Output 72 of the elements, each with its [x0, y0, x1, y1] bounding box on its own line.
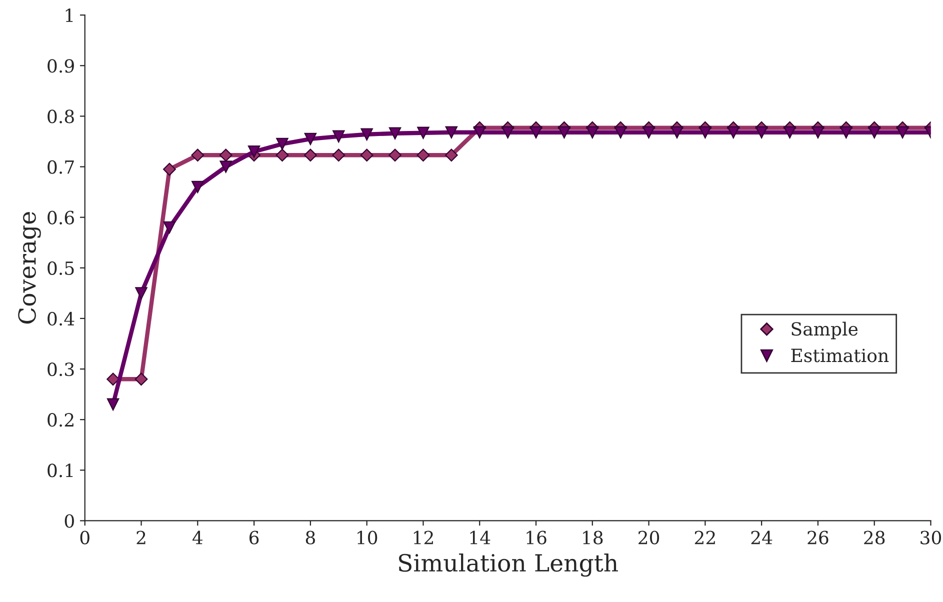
legend-label: Estimation: [791, 348, 889, 362]
point: [276, 138, 288, 150]
point: [444, 148, 458, 162]
x-tick-label: 26: [808, 530, 828, 544]
y-tick-label: 0: [64, 514, 74, 528]
y-tick-label: 0.4: [48, 312, 74, 326]
point: [134, 372, 148, 386]
point: [248, 145, 260, 158]
point: [755, 126, 768, 138]
point: [276, 148, 289, 162]
y-axis-title: Coverage: [18, 212, 41, 324]
x-tick-label: 2: [136, 530, 146, 544]
y-tick-label: 0.1: [48, 464, 73, 478]
x-tick-label: 20: [638, 530, 660, 544]
y-tick-label: 0.2: [48, 413, 74, 427]
point: [416, 148, 430, 162]
point: [558, 126, 570, 138]
point: [896, 126, 909, 138]
point: [163, 221, 176, 234]
point: [106, 372, 120, 386]
x-tick-label: 24: [751, 530, 772, 544]
point: [474, 126, 486, 138]
point: [360, 148, 374, 162]
point: [388, 127, 402, 140]
point: [868, 126, 880, 138]
point: [784, 126, 796, 138]
x-tick-label: 16: [526, 530, 546, 544]
point: [727, 126, 740, 138]
x-tick-label: 6: [250, 530, 259, 544]
point: [502, 126, 514, 138]
point: [417, 126, 430, 139]
y-tick-label: 0.3: [48, 362, 74, 376]
y-tick-label: 0.6: [48, 210, 74, 224]
x-tick-label: 4: [192, 530, 202, 544]
point: [388, 148, 402, 162]
point: [191, 148, 204, 162]
point: [670, 126, 684, 138]
point: [332, 148, 346, 162]
x-axis-title: Simulation Length: [398, 553, 618, 577]
point: [163, 162, 176, 176]
x-tick-label: 14: [470, 530, 490, 544]
y-tick-label: 0.9: [48, 59, 74, 73]
point: [812, 126, 824, 138]
point: [304, 132, 317, 146]
point: [642, 126, 655, 138]
point: [445, 126, 458, 138]
x-tick-label: 10: [358, 530, 378, 544]
x-tick-label: 18: [583, 530, 603, 544]
y-tick-label: 0.7: [48, 160, 74, 174]
x-tick-label: 12: [414, 530, 433, 544]
x-tick-label: 30: [920, 530, 942, 544]
point: [219, 148, 232, 162]
x-tick-label: 8: [306, 530, 315, 544]
x-tick-label: 22: [694, 530, 715, 544]
point: [135, 287, 148, 300]
point: [699, 126, 712, 138]
point: [220, 160, 232, 173]
point: [360, 128, 373, 140]
point: [530, 126, 542, 138]
legend-label: Sample: [792, 322, 858, 340]
point: [614, 126, 627, 138]
point: [332, 130, 345, 143]
point: [192, 180, 204, 194]
y-tick-label: 0.5: [48, 261, 74, 276]
point: [586, 126, 599, 138]
y-tick-label: 0.8: [48, 110, 74, 124]
point: [304, 148, 317, 162]
y-tick-label: 1: [66, 8, 73, 22]
point: [106, 398, 120, 411]
point: [840, 126, 852, 138]
x-tick-label: 0: [80, 530, 90, 544]
x-tick-label: 28: [864, 530, 885, 544]
